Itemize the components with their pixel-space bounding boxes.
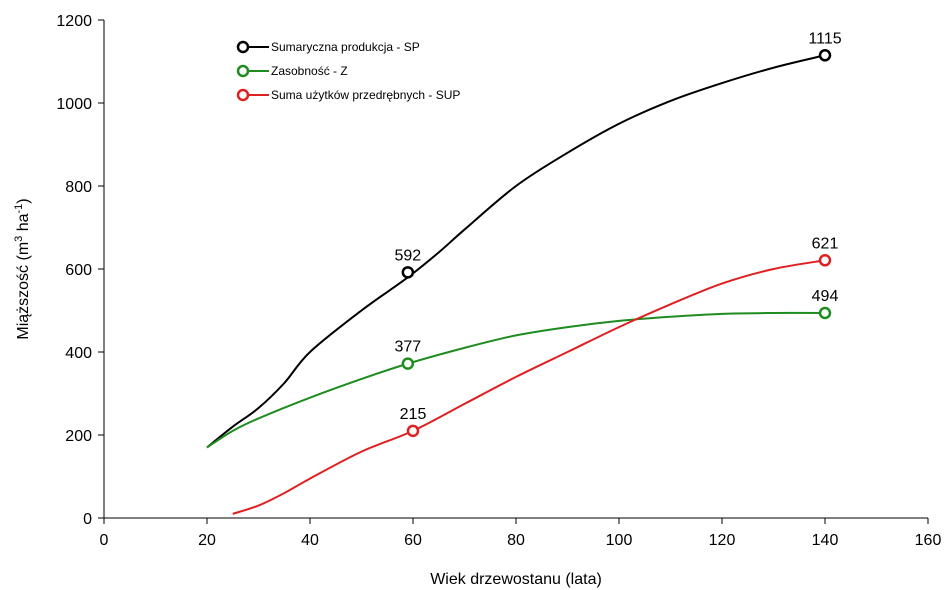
- x-tick-label: 120: [709, 532, 736, 549]
- x-tick-label: 0: [100, 532, 109, 549]
- x-tick-label: 80: [507, 532, 525, 549]
- series-1: 377 494: [206, 288, 839, 449]
- x-axis-title: Wiek drzewostanu (lata): [430, 571, 602, 588]
- x-tick-label: 140: [812, 532, 839, 549]
- series-layer: 592 1115 377 494 215 621: [206, 30, 842, 515]
- legend-marker: [236, 88, 250, 102]
- y-tick-label: 800: [65, 179, 92, 196]
- x-tick-label: 20: [198, 532, 216, 549]
- data-label: 621: [812, 235, 839, 252]
- x-tick-label: 100: [606, 532, 633, 549]
- axes: 0 20 40 60 80 100 120 140 160 0 200 400 600 800 1000 12…: [56, 13, 941, 549]
- series-2: 215 621: [232, 235, 839, 515]
- series-line: [232, 259, 826, 515]
- y-tick-label: 1000: [56, 96, 92, 113]
- data-label: 592: [394, 247, 421, 264]
- data-point: [818, 254, 832, 267]
- legend-item: Zasobność - Z: [236, 64, 348, 78]
- x-tick-label: 40: [301, 532, 319, 549]
- data-label: 1115: [808, 30, 841, 47]
- y-tick-label: 1200: [56, 13, 92, 30]
- series-line: [206, 54, 826, 449]
- legend-marker: [236, 40, 250, 54]
- series-0: 592 1115: [206, 30, 842, 449]
- y-tick-label: 200: [65, 428, 92, 445]
- y-tick-label: 0: [83, 511, 92, 528]
- data-point: [818, 306, 832, 320]
- legend-label: Sumaryczna produkcja - SP: [271, 40, 420, 54]
- y-axis-title: Miąższość (m3 ha-1): [13, 198, 32, 339]
- data-point: [401, 266, 415, 279]
- legend: Sumaryczna produkcja - SP Zasobność - Z Su…: [236, 40, 460, 102]
- data-point: [818, 49, 832, 62]
- data-point: [401, 357, 415, 370]
- y-axis-title-end: ): [15, 198, 32, 203]
- legend-marker: [236, 64, 250, 78]
- y-tick-label: 600: [65, 262, 92, 279]
- y-axis-title-main: Miąższość (m: [15, 242, 32, 340]
- legend-item: Suma użytków przedrębnych - SUP: [236, 88, 460, 102]
- y-axis-title-mid: ha: [15, 213, 32, 235]
- y-tick-label: 400: [65, 345, 92, 362]
- legend-item: Sumaryczna produkcja - SP: [236, 40, 420, 54]
- series-line: [206, 311, 826, 449]
- y-axis-title-sup: 3: [13, 236, 25, 242]
- data-label: 494: [812, 288, 839, 305]
- legend-label: Suma użytków przedrębnych - SUP: [271, 88, 460, 102]
- data-point: [406, 424, 420, 438]
- data-label: 215: [400, 406, 427, 423]
- x-tick-label: 160: [915, 532, 942, 549]
- y-axis-title-sup: -1: [13, 204, 25, 214]
- legend-label: Zasobność - Z: [271, 64, 348, 78]
- x-tick-label: 60: [404, 532, 422, 549]
- data-label: 377: [394, 339, 421, 356]
